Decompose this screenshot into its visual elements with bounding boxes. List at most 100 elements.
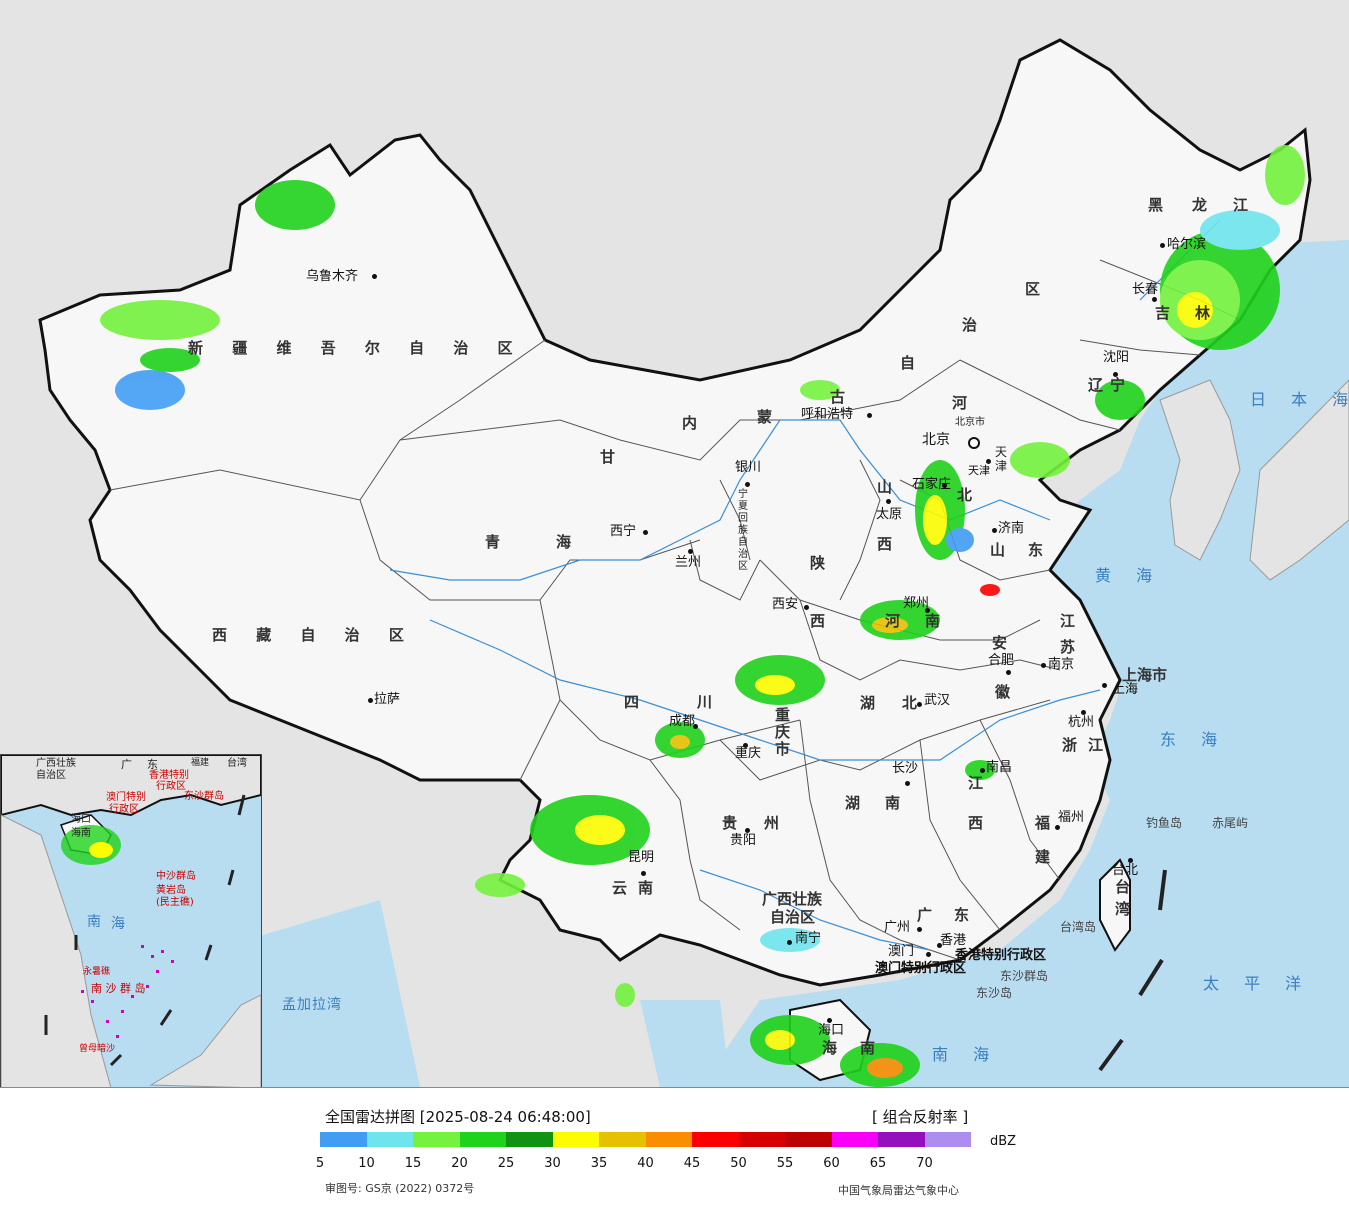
city-dot <box>1055 825 1060 830</box>
label-nei: 内 <box>682 414 698 432</box>
city-guangzhou: 广州 <box>884 920 911 935</box>
legend-tick-label: 10 <box>358 1156 375 1171</box>
label-zhe: 浙 <box>1062 736 1078 754</box>
city-yinchuan: 银川 <box>735 460 762 475</box>
legend-swatch <box>366 1132 413 1147</box>
city-dot <box>693 724 698 729</box>
inset-label-macao: 澳门特别 <box>106 792 146 803</box>
label-beijingshi: 北京市 <box>955 417 985 428</box>
legend: 全国雷达拼图 [2025-08-24 06:48:00] [ 组合反射率 ] d… <box>0 1088 1349 1208</box>
legend-swatch <box>459 1132 506 1147</box>
label-chiwei: 赤尾屿 <box>1212 816 1249 830</box>
city-dot <box>1041 663 1046 668</box>
inset-label-guang: 广 <box>121 758 132 771</box>
label-gui: 贵 <box>722 814 738 832</box>
city-changchun: 长春 <box>1132 282 1159 297</box>
inset-label-nansha: 南 沙 群 岛 <box>91 982 146 995</box>
city-chongqing: 重庆 <box>735 746 762 761</box>
label-ningxia-3: 回 <box>738 513 748 524</box>
city-dot <box>641 871 646 876</box>
label-shan: 山 <box>877 478 893 496</box>
city-hefei: 合肥 <box>988 653 1015 668</box>
legend-swatch <box>785 1132 832 1147</box>
inset-label-yongshu: 永暑礁 <box>83 967 111 977</box>
legend-product: [ 组合反射率 ] <box>872 1108 969 1126</box>
city-tianjin: 天津 <box>968 464 990 477</box>
label-zhi: 治 <box>962 316 978 334</box>
source-label: 中国气象局雷达气象中心 <box>838 1184 959 1197</box>
city-dot <box>905 781 910 786</box>
city-shanghai: 上海 <box>1112 682 1139 697</box>
city-huhehaote: 呼和浩特 <box>801 407 854 422</box>
city-changsha: 长沙 <box>892 761 919 776</box>
legend-swatch <box>645 1132 692 1147</box>
label-ningxia-1: 宁 <box>738 489 748 500</box>
label-lin: 林 <box>1195 304 1211 322</box>
city-dot <box>827 1018 832 1023</box>
city-dot <box>917 702 922 707</box>
city-dot <box>886 499 891 504</box>
legend-swatch <box>692 1132 739 1147</box>
city-dot <box>986 459 991 464</box>
city-guiyang: 贵阳 <box>730 833 757 848</box>
inset-label-guangxi: 广西壮族 <box>36 758 76 769</box>
city-dot <box>372 274 377 279</box>
label-long: 龙 <box>1192 196 1208 214</box>
label-hai: 海 <box>556 533 572 551</box>
city-taiyuan: 太原 <box>876 507 903 522</box>
legend-swatch <box>878 1132 925 1147</box>
label-ningxia-6: 治 <box>738 549 748 560</box>
legend-tick-label: 5 <box>315 1156 325 1171</box>
city-dot <box>745 828 750 833</box>
label-qing2: 庆 <box>775 723 791 741</box>
city-dot <box>937 943 942 948</box>
label-hui: 徽 <box>995 683 1011 701</box>
label-ningxia-2: 夏 <box>738 501 748 512</box>
city-fuzhou: 福州 <box>1058 810 1085 825</box>
label-bei: 北 <box>957 486 973 504</box>
label-hunan-hu: 湖 <box>845 794 861 812</box>
city-dot <box>867 413 872 418</box>
legend-swatch <box>320 1132 367 1147</box>
label-fu: 福 <box>1035 814 1051 832</box>
label-jiangsu-jiang: 江 <box>1060 612 1076 630</box>
label-he: 河 <box>952 394 968 412</box>
inset-label-zhongsha: 中沙群岛 <box>156 871 196 882</box>
label-qu: 区 <box>1025 280 1041 298</box>
inset-label-hk-2: 行政区 <box>156 781 186 792</box>
legend-ticks: 5 10 15 20 25 30 35 40 45 50 55 60 65 70 <box>0 1156 1349 1172</box>
city-nanchang: 南昌 <box>986 760 1013 775</box>
city-nanning: 南宁 <box>795 931 822 946</box>
label-jian: 建 <box>1035 848 1051 866</box>
inset-label-haikou: 海口 <box>71 814 91 825</box>
label-xi: 西 <box>877 535 893 553</box>
label-shaan: 陕 <box>810 554 826 572</box>
city-macao: 澳门 <box>888 944 915 959</box>
city-dot <box>368 698 373 703</box>
label-jiangxi-jiang: 江 <box>968 774 984 792</box>
label-shandong-shan: 山 <box>990 541 1006 559</box>
city-dot <box>688 549 693 554</box>
city-dot <box>1128 858 1133 863</box>
label-guangxi-zzq: 自治区 <box>770 908 816 926</box>
city-kunming: 昆明 <box>628 850 655 865</box>
city-dot <box>925 608 930 613</box>
label-xizang: 西 藏 自 治 区 <box>212 626 416 644</box>
inset-label-dong: 东 <box>147 758 158 771</box>
label-ningxia-4: 族 <box>738 525 748 536</box>
map-canvas <box>38 38 1349 1087</box>
city-dot <box>942 483 947 488</box>
label-guangxi: 广西壮族 <box>762 890 823 908</box>
city-xining: 西宁 <box>610 524 637 539</box>
label-zi: 自 <box>900 354 916 372</box>
legend-tick-label: 50 <box>730 1156 747 1171</box>
legend-tick-label: 45 <box>683 1156 701 1171</box>
label-macao-sar: 澳门特别行政区 <box>875 961 967 976</box>
legend-tick-label: 15 <box>404 1156 422 1171</box>
legend-color-bar <box>320 1132 971 1147</box>
city-dot <box>743 743 748 748</box>
label-hainan-nan: 南 <box>860 1039 876 1057</box>
radar-map: 新 疆 维 吾 尔 自 治 区 西 藏 自 治 区 青 海 甘 内 蒙 古 自 … <box>0 0 1349 1088</box>
radar-echoes <box>100 145 1305 1087</box>
label-gan: 甘 <box>600 448 616 466</box>
